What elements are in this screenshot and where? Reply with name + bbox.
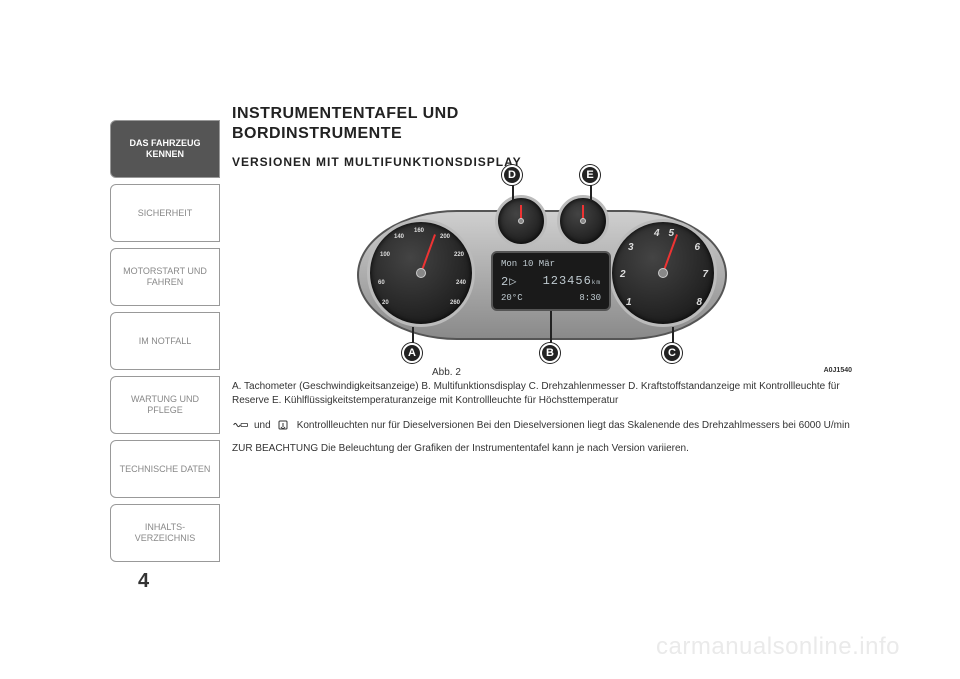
callout-a: A [402,343,422,363]
tacho-tick: 2 [620,269,626,280]
sidebar-item-label: WARTUNG UND PFLEGE [115,394,215,416]
speedo-tick: 220 [454,252,464,258]
display-row-date: Mon 10 Mär [501,259,601,269]
sidebar-tab-wartung: WARTUNG UND PFLEGE [110,376,220,434]
sidebar-item-label: DAS FAHRZEUG KENNEN [115,138,215,160]
tacho-tick: 8 [696,297,702,308]
temperature-gauge [557,195,609,247]
speedo-tick: 140 [394,234,404,240]
speedo-tick: 20 [382,300,389,306]
tacho-tick: 1 [626,297,632,308]
display-row-bottom: 20°C 8:30 [501,293,601,303]
tacho-tick: 6 [694,242,700,253]
sidebar-tab-sicherheit: SICHERHEIT [110,184,220,242]
page-number: 4 [138,570,149,593]
fuel-gauge [495,195,547,247]
figure-container: 20 60 100 140 160 200 220 240 260 1 2 3 … [232,175,852,365]
water-in-fuel-icon [275,419,293,431]
display-row-odo: 2▷ 123456km [501,274,601,289]
diesel-note: und Kontrollleuchten nur für Dieselversi… [232,419,852,431]
figure-caption-row: Abb. 2 A0J1540 [232,367,852,378]
beachtung-note: ZUR BEACHTUNG Die Beleuchtung der Grafik… [232,443,852,454]
display-odometer: 123456 [543,274,592,288]
gauge-center [658,268,668,278]
sidebar-item-label: MOTORSTART UND FAHREN [115,266,215,288]
tachometer-gauge: 1 2 3 4 5 6 7 8 [609,219,717,327]
sidebar-item-label: IM NOTFALL [139,336,192,347]
tacho-tick: 4 [654,228,660,239]
speedo-tick: 200 [440,234,450,240]
heading-line2: BORDINSTRUMENTE [232,125,852,143]
callout-line [550,311,552,347]
callout-b: B [540,343,560,363]
callout-d: D [502,165,522,185]
display-unit: km [592,279,601,286]
glowplug-icon [232,419,250,431]
gauge-center [416,268,426,278]
subheading: VERSIONEN MIT MULTIFUNKTIONSDISPLAY [232,155,852,169]
speedo-tick: 240 [456,280,466,286]
tacho-tick: 5 [668,228,674,239]
sidebar-tab-motorstart: MOTORSTART UND FAHREN [110,248,220,306]
sidebar-item-label: INHALTS-VERZEICHNIS [115,522,215,544]
sidebar-tab-technische: TECHNISCHE DATEN [110,440,220,498]
watermark: carmanualsonline.info [656,633,900,661]
callout-line [590,183,592,201]
figure-description: A. Tachometer (Geschwindigkeitsanzeige) … [232,380,852,407]
sidebar-tab-notfall: IM NOTFALL [110,312,220,370]
callout-c: C [662,343,682,363]
display-time: 8:30 [579,293,601,303]
speedo-tick: 160 [414,228,424,234]
multifunction-display: Mon 10 Mär 2▷ 123456km 20°C 8:30 [491,251,611,311]
note-diesel-text: Kontrollleuchten nur für Dieselversionen… [297,420,850,431]
instrument-cluster-figure: 20 60 100 140 160 200 220 240 260 1 2 3 … [352,175,732,365]
tacho-tick: 7 [702,269,708,280]
display-gear: 2▷ [501,274,517,289]
sidebar-tab-inhalt: INHALTS-VERZEICHNIS [110,504,220,562]
tacho-tick: 3 [628,242,634,253]
speedo-tick: 260 [450,300,460,306]
display-date: Mon 10 Mär [501,259,555,269]
gauge-center [580,218,586,224]
sidebar-item-label: TECHNISCHE DATEN [120,464,211,475]
note-and: und [254,420,271,431]
gauge-center [518,218,524,224]
sidebar-tab-fahrzeug: DAS FAHRZEUG KENNEN [110,120,220,178]
figure-caption-code: A0J1540 [824,367,852,378]
callout-line [512,183,514,201]
callout-e: E [580,165,600,185]
page-content: INSTRUMENTENTAFEL UND BORDINSTRUMENTE VE… [232,105,852,454]
display-temp: 20°C [501,293,523,303]
sidebar-item-label: SICHERHEIT [138,208,193,219]
speedometer-gauge: 20 60 100 140 160 200 220 240 260 [367,219,475,327]
sidebar: DAS FAHRZEUG KENNEN SICHERHEIT MOTORSTAR… [110,120,220,568]
heading-line1: INSTRUMENTENTAFEL UND [232,105,852,123]
figure-caption-label: Abb. 2 [432,367,461,378]
speedo-tick: 100 [380,252,390,258]
speedo-tick: 60 [378,280,385,286]
